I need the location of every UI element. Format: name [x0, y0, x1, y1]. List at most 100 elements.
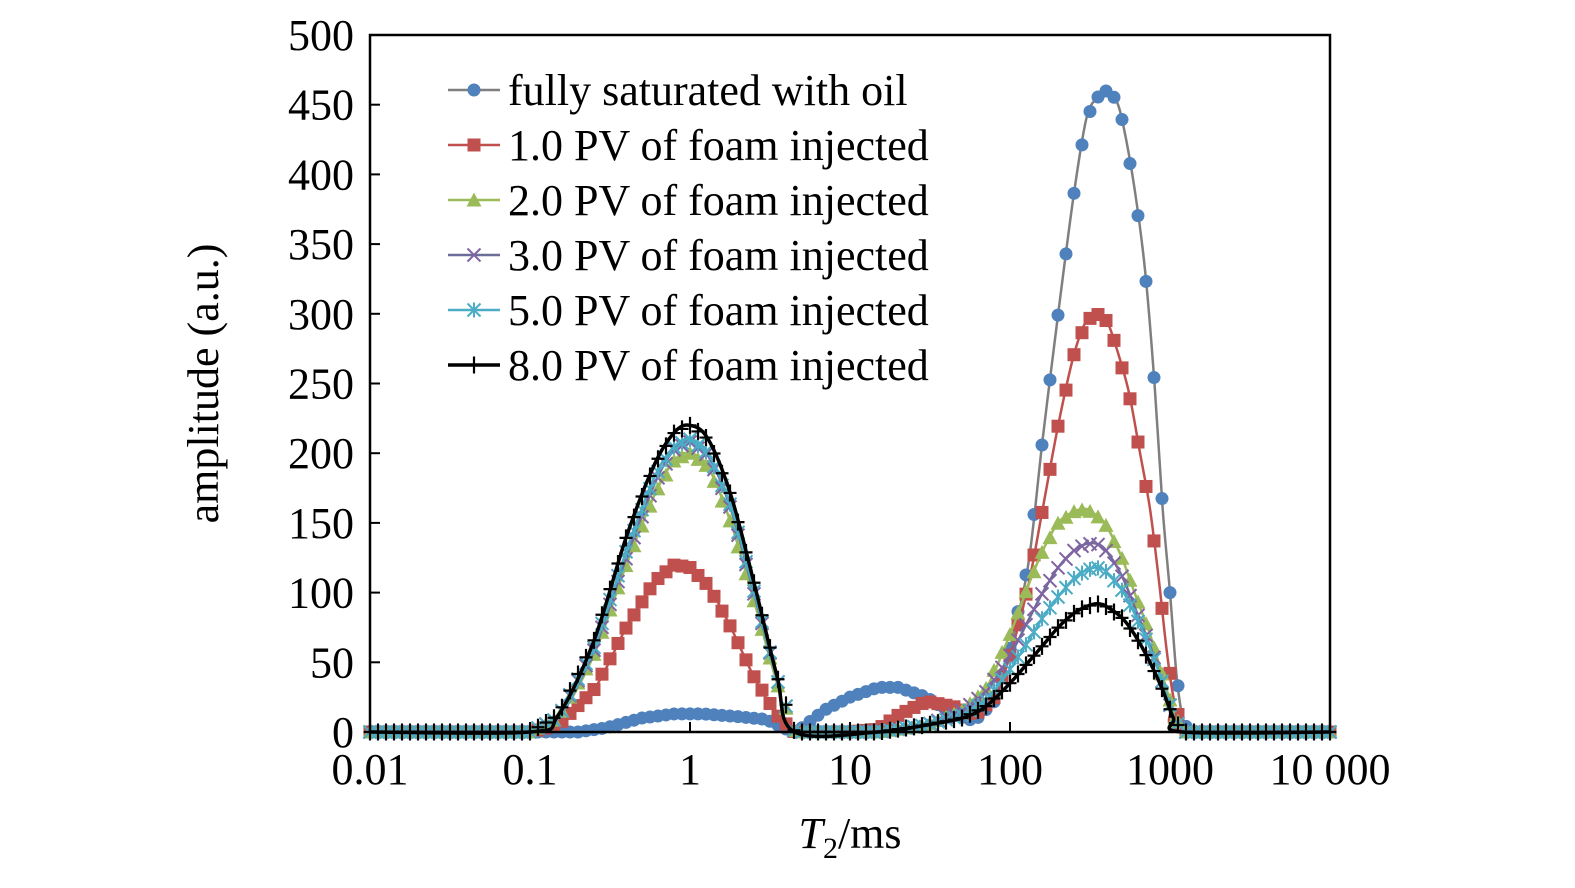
- data-point: [1155, 680, 1169, 698]
- legend-label: 8.0 PV of foam injected: [508, 341, 929, 390]
- legend-marker: [467, 138, 481, 152]
- data-point: [763, 697, 777, 711]
- data-point: [1035, 637, 1049, 655]
- data-point: [675, 420, 689, 438]
- data-point: [1043, 628, 1057, 646]
- data-point: [1091, 595, 1105, 613]
- x-tick-label: 10 000: [1270, 745, 1391, 794]
- data-point: [1018, 637, 1034, 653]
- data-point: [931, 714, 945, 732]
- data-point: [1171, 679, 1185, 693]
- legend-item-2-0-pv-of-foam-injected: 2.0 PV of foam injected: [448, 176, 929, 225]
- data-point: [619, 529, 633, 547]
- data-point: [1131, 632, 1145, 650]
- data-point: [1035, 505, 1049, 519]
- legend: fully saturated with oil 1.0 PV of foam i…: [448, 66, 929, 390]
- data-point: [1163, 586, 1177, 600]
- data-point: [1131, 435, 1145, 449]
- data-point: [1074, 538, 1090, 554]
- data-point: [683, 416, 697, 434]
- data-point: [1122, 597, 1138, 613]
- data-point: [627, 508, 641, 526]
- y-tick-label: 350: [288, 220, 354, 269]
- data-point: [643, 467, 657, 485]
- data-point: [1155, 601, 1169, 615]
- data-point: [699, 429, 713, 447]
- data-point: [674, 435, 690, 451]
- data-point: [595, 667, 609, 681]
- legend-item-8-0-pv-of-foam-injected: 8.0 PV of foam injected: [448, 341, 929, 390]
- x-tick-label: 1: [679, 745, 701, 794]
- data-point: [763, 639, 777, 657]
- data-point: [979, 697, 993, 715]
- x-axis-label-variable: T: [798, 809, 826, 858]
- data-point: [1098, 543, 1114, 558]
- data-point: [587, 683, 601, 697]
- data-point: [1130, 613, 1146, 629]
- data-point: [755, 683, 769, 697]
- data-point: [755, 606, 769, 624]
- legend-marker: [466, 302, 482, 318]
- data-point: [1123, 157, 1137, 171]
- data-point: [987, 690, 1001, 708]
- y-tick-label: 150: [288, 499, 354, 548]
- data-point: [603, 652, 617, 666]
- data-point: [1107, 333, 1121, 347]
- data-point: [978, 680, 994, 695]
- legend-label: fully saturated with oil: [508, 66, 908, 115]
- y-axis-label: amplitude (a.u.): [179, 244, 228, 524]
- legend-label: 3.0 PV of foam injected: [508, 231, 929, 280]
- legend-marker: [467, 83, 481, 97]
- data-point: [1075, 138, 1089, 152]
- data-point: [682, 445, 698, 460]
- data-point: [1043, 462, 1057, 476]
- data-point: [947, 711, 961, 729]
- data-point: [1042, 600, 1058, 616]
- data-point: [1042, 573, 1058, 588]
- data-point: [1139, 274, 1153, 288]
- data-point: [1147, 534, 1161, 548]
- data-point: [1099, 597, 1113, 615]
- data-point: [1059, 383, 1073, 397]
- data-point: [643, 582, 657, 596]
- data-point: [1051, 308, 1065, 322]
- data-point: [891, 720, 905, 738]
- data-point: [1139, 479, 1153, 493]
- data-point: [634, 518, 650, 533]
- x-axis-label: T2/ms: [798, 809, 901, 865]
- data-point: [939, 712, 953, 730]
- data-point: [682, 431, 698, 447]
- data-point: [1098, 517, 1114, 532]
- data-point: [1106, 534, 1122, 549]
- data-point: [715, 464, 729, 482]
- data-point: [1123, 619, 1137, 637]
- data-point: [1090, 509, 1106, 524]
- data-point: [923, 715, 937, 733]
- data-point: [1067, 604, 1081, 622]
- data-point: [1139, 646, 1153, 664]
- data-point: [579, 648, 593, 666]
- data-point: [1066, 543, 1082, 558]
- x-axis-label-unit: /ms: [838, 809, 902, 858]
- data-point: [1090, 560, 1106, 576]
- data-point: [731, 636, 745, 650]
- data-point: [1042, 530, 1058, 545]
- data-point: [739, 653, 753, 667]
- y-tick-label: 500: [288, 11, 354, 60]
- legend-item-5-0-pv-of-foam-injected: 5.0 PV of foam injected: [448, 286, 929, 335]
- data-point: [1123, 392, 1137, 406]
- x-tick-label: 100: [977, 745, 1043, 794]
- data-point: [1082, 503, 1098, 518]
- data-point: [1083, 104, 1097, 118]
- data-point: [1026, 624, 1042, 640]
- series-line: [369, 423, 1331, 739]
- data-point: [1106, 573, 1122, 589]
- data-point: [1050, 515, 1066, 530]
- y-tick-label: 0: [332, 708, 354, 757]
- data-point: [1107, 603, 1121, 621]
- y-tick-label: 200: [288, 429, 354, 478]
- data-point: [619, 621, 633, 635]
- legend-item-3-0-pv-of-foam-injected: 3.0 PV of foam injected: [448, 231, 929, 280]
- data-point: [587, 631, 601, 649]
